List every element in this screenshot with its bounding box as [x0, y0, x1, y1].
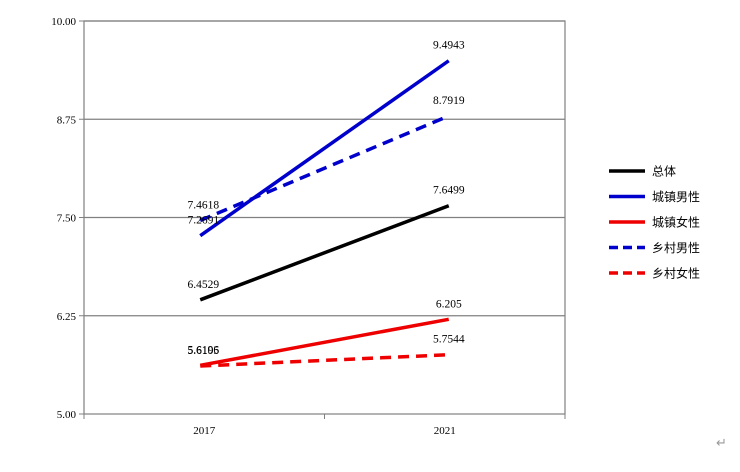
data-label: 5.7544 — [433, 334, 465, 346]
legend-label: 总体 — [652, 165, 676, 179]
y-tick-label: 8.75 — [57, 114, 77, 126]
legend-label: 乡村男性 — [652, 241, 700, 255]
data-label: 6.205 — [436, 298, 462, 310]
data-label: 8.7919 — [433, 95, 465, 107]
data-label: 7.4618 — [187, 200, 219, 212]
data-label: 7.6499 — [433, 185, 465, 197]
y-tick-label: 6.25 — [57, 311, 77, 323]
legend-label: 城镇女性 — [652, 215, 700, 230]
series-line-3 — [199, 114, 450, 223]
data-label: 5.6105 — [187, 345, 219, 357]
data-label: 5.6196 — [187, 344, 219, 356]
paragraph-return-mark: ↵ — [716, 436, 727, 451]
y-tick-label: 10.00 — [51, 16, 76, 28]
x-tick-label: 2017 — [193, 425, 216, 437]
axes: 5.00 6.25 7.50 8.75 10.00 2017 2021 — [51, 16, 566, 437]
y-tick-label: 5.00 — [57, 409, 77, 421]
series-line-1 — [199, 59, 450, 238]
x-tick-label: 2021 — [434, 425, 456, 437]
y-tick-label: 7.50 — [57, 213, 77, 225]
data-labels: 6.4529 7.6499 7.2691 9.4943 5.6196 6.205 7.461… — [187, 40, 464, 357]
series-line-0 — [199, 204, 450, 302]
series-line-2 — [199, 317, 450, 368]
series-line-4 — [200, 352, 449, 368]
data-label: 9.4943 — [433, 40, 465, 52]
data-label: 6.4529 — [187, 279, 219, 291]
legend-label: 乡村女性 — [652, 266, 700, 281]
data-label: 7.2691 — [187, 215, 219, 227]
legend-label: 城镇男性 — [652, 190, 700, 204]
series-lines — [199, 59, 450, 368]
